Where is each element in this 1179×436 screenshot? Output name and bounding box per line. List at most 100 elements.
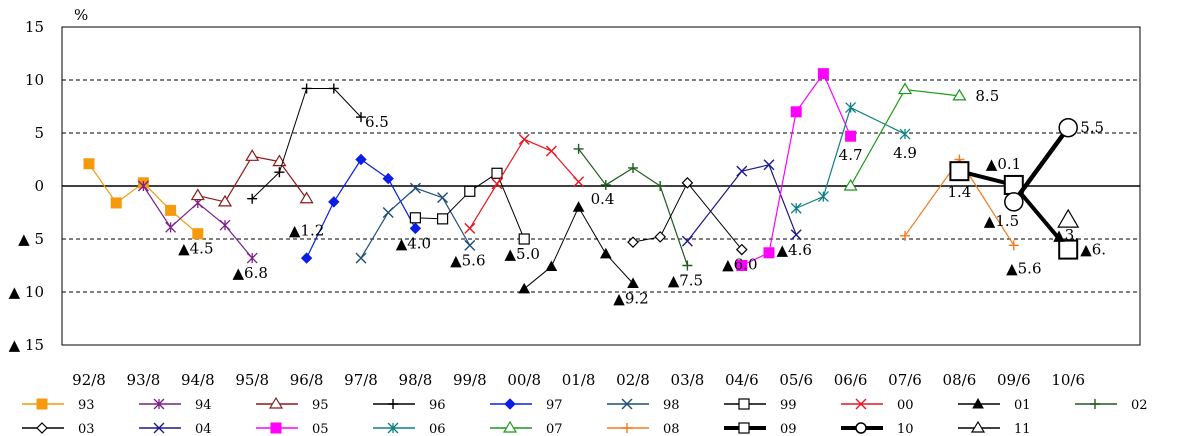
grid	[62, 79, 1140, 293]
y-tick-label: 5	[34, 124, 44, 142]
data-point	[153, 422, 165, 434]
data-point	[1058, 239, 1079, 260]
x-tick-label: 95/8	[235, 371, 269, 389]
data-point	[382, 172, 394, 185]
data-point	[464, 222, 476, 234]
data-point	[681, 176, 694, 189]
data-point	[299, 191, 314, 204]
legend-label: 98	[663, 398, 680, 413]
legend-item-94: 94	[139, 398, 212, 413]
series-00	[464, 133, 585, 234]
legend-item-01: 01	[958, 397, 1031, 413]
x-tick-label: 02/8	[616, 371, 650, 389]
x-tick-label: 94/8	[181, 371, 215, 389]
data-point	[817, 68, 829, 80]
data-point	[409, 212, 421, 224]
x-tick-label: 05/6	[779, 371, 813, 389]
x-tick-label: 01/8	[562, 371, 596, 389]
series-98	[355, 182, 476, 264]
series-08	[900, 154, 1019, 251]
data-point	[599, 247, 612, 259]
legend-item-09: 09	[724, 422, 797, 436]
legend-item-04: 04	[139, 422, 212, 436]
legend-item-93: 93	[22, 398, 95, 413]
series-09	[949, 161, 1079, 260]
data-point	[245, 149, 260, 161]
legend-item-03: 03	[22, 422, 95, 436]
data-point	[855, 422, 867, 434]
y-tick-label: 10	[25, 71, 44, 89]
data-label: 6.5	[365, 113, 389, 131]
y-tick-label: 15	[25, 18, 44, 36]
x-tick-label: 97/8	[344, 371, 378, 389]
data-point	[382, 207, 394, 218]
data-point	[153, 398, 165, 410]
data-point	[356, 112, 366, 123]
data-point	[972, 397, 984, 409]
x-tick-label: 09/6	[997, 371, 1031, 389]
data-label: 4.9	[893, 144, 917, 162]
x-tick-label: 10/6	[1051, 371, 1085, 389]
series-03	[627, 176, 748, 256]
data-point	[270, 422, 282, 434]
data-point	[464, 239, 476, 251]
y-tick-labels: 15 10 5 0 ▲ 5 ▲ 10 ▲ 15	[9, 18, 44, 354]
data-point	[900, 230, 910, 241]
series-96	[247, 83, 366, 204]
legend-label: 10	[897, 422, 914, 436]
data-point	[738, 398, 750, 410]
data-point	[165, 221, 177, 233]
legend: 93 94 95 96 97 98 99 00 01 02 03 04 05 06 07 08 09 10 11	[22, 396, 1148, 436]
legend-item-97: 97	[490, 398, 563, 413]
data-point	[491, 167, 503, 179]
data-label: ▲6.0	[722, 256, 757, 274]
data-point	[110, 197, 122, 209]
data-point	[790, 202, 802, 214]
data-point	[655, 181, 666, 191]
data-label: ▲4.0	[396, 234, 431, 252]
series-line	[632, 182, 743, 250]
data-label: 4.7	[839, 146, 863, 164]
data-point	[217, 194, 233, 207]
legend-label: 95	[312, 398, 329, 413]
legend-label: 00	[897, 398, 914, 413]
legend-label: 11	[1014, 422, 1031, 436]
data-point	[504, 398, 516, 410]
data-label: ▲6.8	[233, 264, 268, 282]
legend-label: 05	[312, 422, 329, 436]
series-97	[300, 153, 422, 264]
series-02	[573, 143, 693, 271]
data-point	[735, 243, 748, 256]
data-point	[899, 128, 911, 140]
data-point	[952, 88, 967, 101]
data-point	[137, 180, 149, 192]
x-tick-label: 08/6	[943, 371, 977, 389]
data-point	[654, 231, 667, 243]
series-05	[736, 68, 857, 271]
data-point	[328, 83, 339, 94]
series-01	[518, 201, 639, 294]
legend-label: 03	[78, 422, 95, 436]
data-point	[518, 233, 530, 245]
data-point	[622, 423, 632, 433]
legend-item-02: 02	[1075, 398, 1148, 413]
data-point	[190, 188, 205, 201]
legend-item-11: 11	[958, 420, 1031, 436]
data-point	[36, 398, 48, 410]
data-point	[518, 133, 530, 145]
data-point	[573, 176, 585, 188]
data-label: 0.4	[591, 190, 615, 208]
data-point	[464, 185, 476, 197]
data-point	[736, 165, 748, 177]
legend-label: 94	[195, 398, 212, 413]
legend-label: 06	[429, 422, 446, 436]
legend-label: 93	[78, 398, 95, 413]
data-point	[1004, 192, 1024, 212]
data-point	[491, 178, 503, 190]
data-point	[355, 252, 367, 264]
data-point	[246, 252, 258, 264]
legend-label: 01	[1014, 398, 1031, 413]
data-point	[627, 236, 639, 249]
data-point	[300, 252, 313, 264]
data-point	[387, 422, 399, 434]
